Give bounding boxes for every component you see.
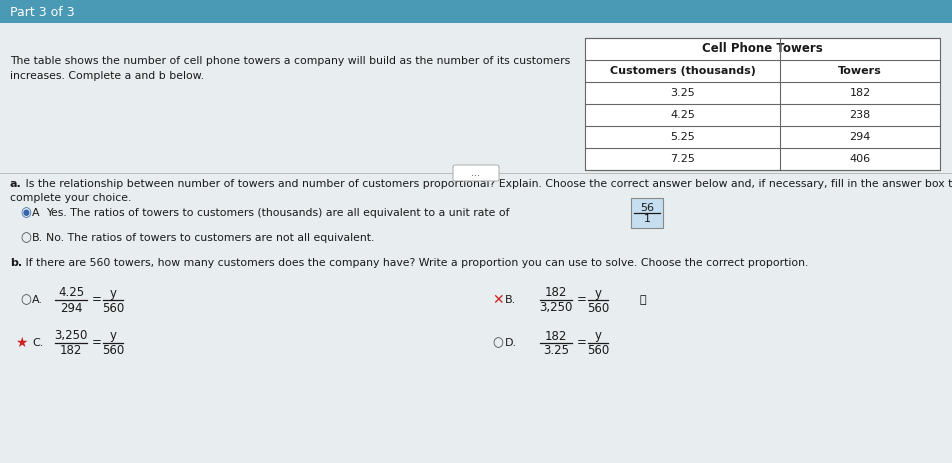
Text: y: y	[594, 287, 602, 300]
Text: 406: 406	[849, 154, 870, 164]
Text: 560: 560	[102, 301, 124, 314]
Text: 3.25: 3.25	[670, 88, 695, 98]
Text: y: y	[109, 330, 116, 343]
Text: =: =	[92, 337, 102, 350]
Text: increases. Complete a and b below.: increases. Complete a and b below.	[10, 71, 204, 81]
Text: 3.25: 3.25	[543, 344, 569, 357]
Text: 182: 182	[545, 330, 567, 343]
Text: ◉: ◉	[20, 206, 30, 219]
Text: complete your choice.: complete your choice.	[10, 193, 131, 203]
Text: 🔍: 🔍	[640, 295, 646, 305]
Text: =: =	[577, 294, 587, 307]
Text: ✕: ✕	[492, 293, 504, 307]
Text: Customers (thousands): Customers (thousands)	[609, 66, 756, 76]
Text: 182: 182	[60, 344, 82, 357]
Text: 294: 294	[849, 132, 871, 142]
Text: ...: ...	[471, 168, 481, 178]
Text: ○: ○	[20, 294, 30, 307]
Text: Is the relationship between number of towers and number of customers proportiona: Is the relationship between number of to…	[22, 179, 952, 189]
Text: 4.25: 4.25	[58, 287, 84, 300]
Text: ○: ○	[20, 232, 30, 244]
Text: 560: 560	[586, 301, 609, 314]
FancyBboxPatch shape	[0, 23, 952, 463]
Text: If there are 560 towers, how many customers does the company have? Write a propo: If there are 560 towers, how many custom…	[22, 258, 808, 268]
Text: No. The ratios of towers to customers are not all equivalent.: No. The ratios of towers to customers ar…	[46, 233, 374, 243]
Text: =: =	[92, 294, 102, 307]
Text: ○: ○	[492, 337, 503, 350]
Text: 7.25: 7.25	[670, 154, 695, 164]
Text: B.: B.	[32, 233, 43, 243]
Text: 238: 238	[849, 110, 871, 120]
FancyBboxPatch shape	[0, 0, 952, 23]
Text: B.: B.	[505, 295, 516, 305]
Text: A: A	[32, 208, 40, 218]
Text: D.: D.	[505, 338, 517, 348]
Text: =: =	[577, 337, 587, 350]
Text: 182: 182	[849, 88, 871, 98]
Text: C.: C.	[32, 338, 44, 348]
Text: Towers: Towers	[838, 66, 882, 76]
Text: Part 3 of 3: Part 3 of 3	[10, 6, 74, 19]
Text: y: y	[594, 330, 602, 343]
FancyBboxPatch shape	[453, 165, 499, 181]
Text: 3,250: 3,250	[54, 330, 88, 343]
Text: Yes. The ratios of towers to customers (thousands) are all equivalent to a unit : Yes. The ratios of towers to customers (…	[46, 208, 509, 218]
Text: 560: 560	[102, 344, 124, 357]
Text: 5.25: 5.25	[670, 132, 695, 142]
Text: 182: 182	[545, 287, 567, 300]
Text: 4.25: 4.25	[670, 110, 695, 120]
Text: 294: 294	[60, 301, 82, 314]
Text: The table shows the number of cell phone towers a company will build as the numb: The table shows the number of cell phone…	[10, 56, 570, 66]
Text: 3,250: 3,250	[540, 301, 573, 314]
Text: 560: 560	[586, 344, 609, 357]
Text: 56: 56	[640, 203, 654, 213]
Text: 1: 1	[644, 214, 650, 224]
Text: b.: b.	[10, 258, 22, 268]
Text: a.: a.	[10, 179, 22, 189]
Text: y: y	[109, 287, 116, 300]
FancyBboxPatch shape	[631, 198, 663, 228]
FancyBboxPatch shape	[585, 38, 940, 170]
Text: Cell Phone Towers: Cell Phone Towers	[703, 43, 823, 56]
Text: A.: A.	[32, 295, 43, 305]
Text: ★: ★	[15, 336, 28, 350]
